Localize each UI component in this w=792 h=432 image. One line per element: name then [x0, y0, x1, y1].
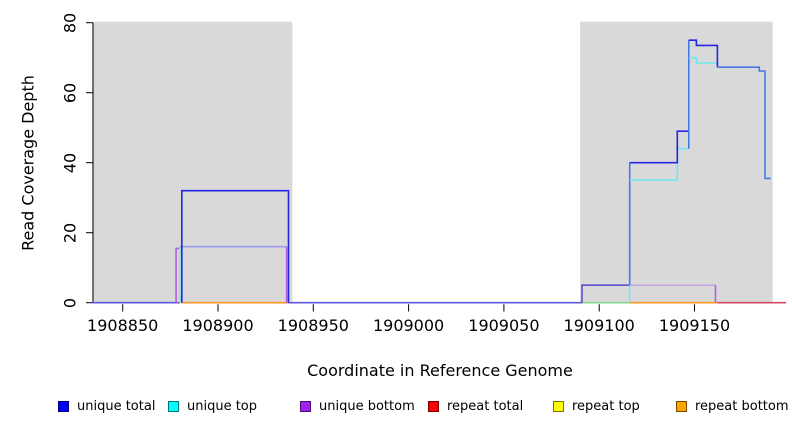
- legend-item-unique-total: unique total: [58, 398, 156, 414]
- legend-swatch: [58, 400, 69, 412]
- series-segment-cyan-high-steps: [688, 56, 718, 64]
- x-tick-label: 1909050: [468, 316, 540, 335]
- x-tick-label: 1909150: [658, 316, 731, 335]
- legend-item-unique-bottom: unique bottom: [300, 398, 415, 414]
- series-segment-blue-box-32: [181, 189, 290, 303]
- legend-item-repeat-top: repeat top: [553, 398, 640, 414]
- series-segment-cyan-mid-steps: [629, 147, 689, 181]
- legend-label: unique top: [187, 398, 258, 414]
- y-axis-title: Read Coverage Depth: [18, 75, 38, 251]
- series-segment-bright-tail: [717, 66, 771, 180]
- legend-label: unique bottom: [319, 398, 415, 414]
- legend-label: repeat bottom: [695, 398, 789, 414]
- legend-item-repeat-bottom: repeat bottom: [676, 398, 789, 414]
- x-tick-label: 1908900: [182, 316, 254, 335]
- series-segment-purple-jog-left: [175, 247, 180, 303]
- legend-swatch: [300, 400, 311, 412]
- y-tick-label: 60: [60, 82, 80, 103]
- legend-label: unique total: [77, 398, 156, 414]
- legend-swatch: [168, 400, 179, 412]
- legend-swatch: [676, 400, 687, 412]
- series-segment-blue-mid-steps: [629, 130, 689, 164]
- x-axis-title: Coordinate in Reference Genome: [307, 361, 573, 380]
- y-tick-label: 0: [60, 297, 80, 308]
- y-tick-label: 20: [60, 222, 80, 243]
- x-tick-label: 1908850: [87, 316, 159, 335]
- series-segment-blue-high-steps: [688, 39, 719, 68]
- legend-label: repeat top: [572, 398, 640, 414]
- y-tick-label: 80: [60, 12, 80, 33]
- y-tick-label: 40: [60, 152, 80, 173]
- x-tick-label: 1909100: [563, 316, 635, 335]
- series-segment-indigo-step-5: [581, 284, 630, 303]
- legend-label: repeat total: [447, 398, 524, 414]
- legend-swatch: [553, 400, 564, 412]
- repeat-region-rect: [92, 21, 293, 303]
- legend-item-repeat-total: repeat total: [428, 398, 524, 414]
- x-tick-label: 1909000: [372, 316, 445, 335]
- legend-swatch: [428, 400, 439, 412]
- legend-item-unique-top: unique top: [168, 398, 258, 414]
- x-tick-label: 1908950: [277, 316, 349, 335]
